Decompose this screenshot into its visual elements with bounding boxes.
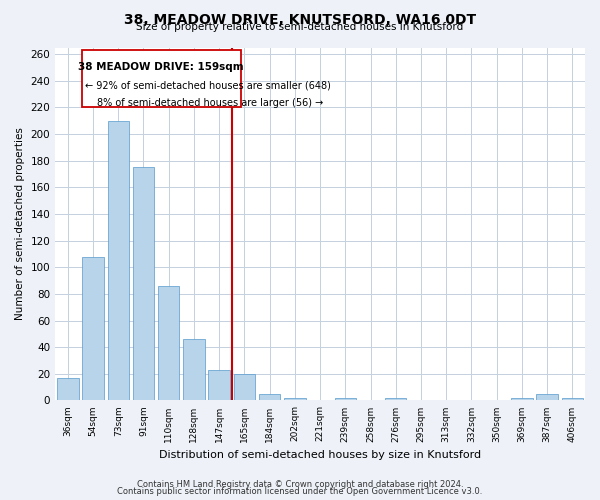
Bar: [233, 374, 255, 400]
Bar: [511, 398, 533, 400]
Bar: [133, 168, 154, 400]
FancyBboxPatch shape: [82, 50, 241, 108]
Bar: [158, 286, 179, 401]
Text: ← 92% of semi-detached houses are smaller (648): ← 92% of semi-detached houses are smalle…: [85, 81, 331, 91]
Bar: [385, 398, 406, 400]
Text: 38, MEADOW DRIVE, KNUTSFORD, WA16 0DT: 38, MEADOW DRIVE, KNUTSFORD, WA16 0DT: [124, 12, 476, 26]
Text: 8% of semi-detached houses are larger (56) →: 8% of semi-detached houses are larger (5…: [97, 98, 323, 108]
Bar: [536, 394, 558, 400]
Bar: [335, 398, 356, 400]
Text: 38 MEADOW DRIVE: 159sqm: 38 MEADOW DRIVE: 159sqm: [79, 62, 244, 72]
Text: Size of property relative to semi-detached houses in Knutsford: Size of property relative to semi-detach…: [136, 22, 464, 32]
Bar: [208, 370, 230, 400]
Bar: [259, 394, 280, 400]
Bar: [562, 398, 583, 400]
Bar: [284, 398, 305, 400]
Bar: [107, 120, 129, 400]
Bar: [57, 378, 79, 400]
X-axis label: Distribution of semi-detached houses by size in Knutsford: Distribution of semi-detached houses by …: [159, 450, 481, 460]
Text: Contains public sector information licensed under the Open Government Licence v3: Contains public sector information licen…: [118, 488, 482, 496]
Y-axis label: Number of semi-detached properties: Number of semi-detached properties: [15, 128, 25, 320]
Bar: [183, 339, 205, 400]
Text: Contains HM Land Registry data © Crown copyright and database right 2024.: Contains HM Land Registry data © Crown c…: [137, 480, 463, 489]
Bar: [82, 256, 104, 400]
